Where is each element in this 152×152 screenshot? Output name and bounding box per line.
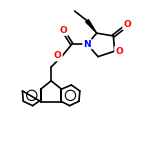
Text: O: O xyxy=(115,47,123,56)
Text: N: N xyxy=(83,40,91,49)
Text: O: O xyxy=(54,52,62,60)
Text: O: O xyxy=(60,26,67,35)
Text: O: O xyxy=(54,52,62,60)
Text: O: O xyxy=(60,26,67,35)
Text: O: O xyxy=(115,47,123,56)
Text: N: N xyxy=(83,40,91,49)
Text: O: O xyxy=(123,20,131,29)
Polygon shape xyxy=(86,20,97,33)
Text: O: O xyxy=(123,20,131,29)
